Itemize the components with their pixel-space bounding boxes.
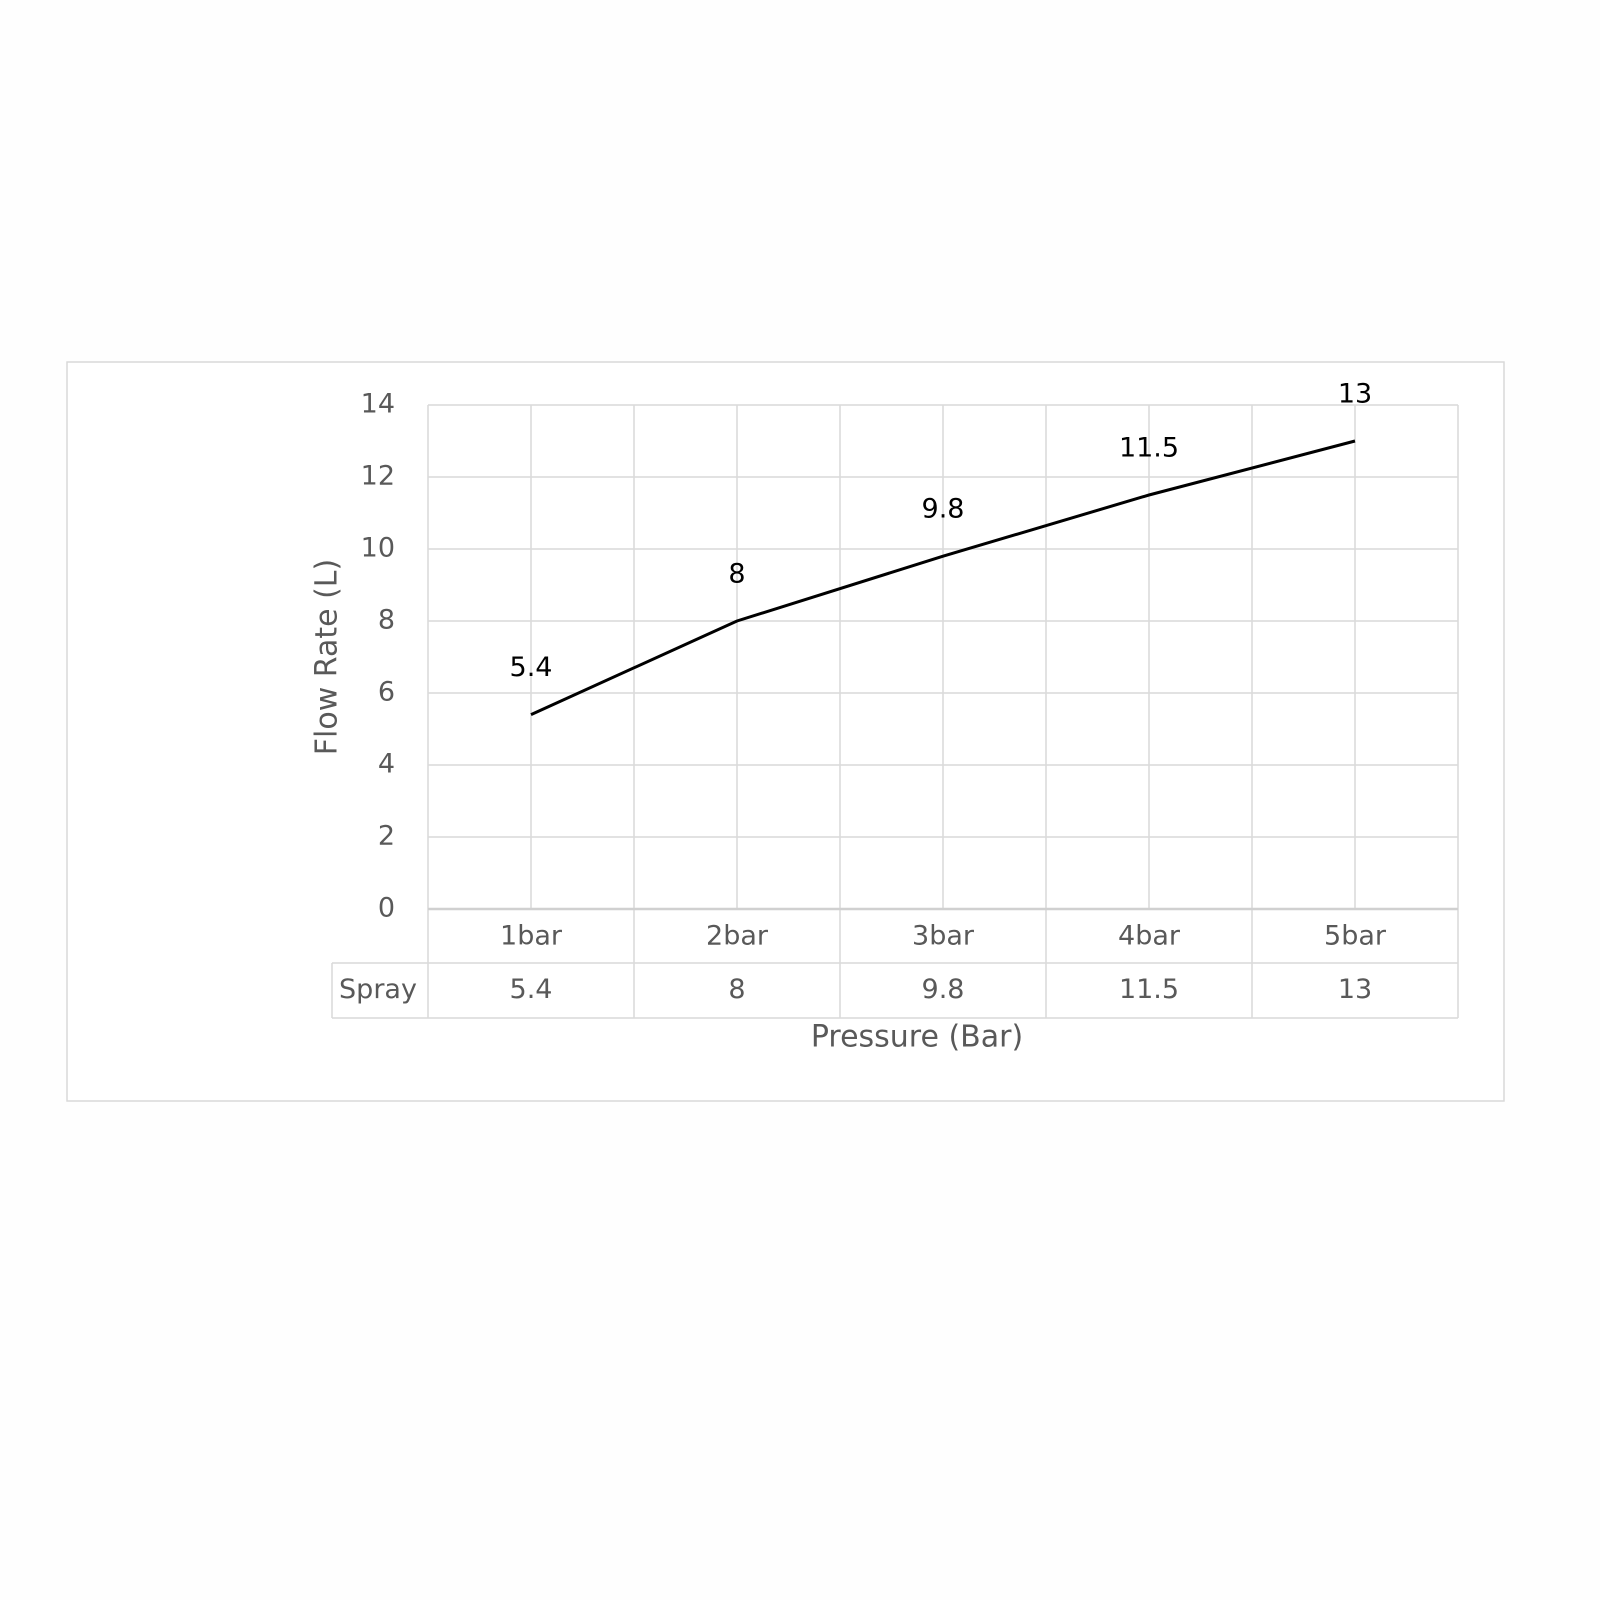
table-value: 11.5 (1119, 974, 1179, 1005)
y-tick-label: 6 (378, 677, 395, 708)
y-tick-label: 2 (378, 821, 395, 852)
table-value: 5.4 (510, 974, 553, 1005)
y-axis-label: Flow Rate (L) (310, 559, 345, 755)
data-label: 11.5 (1119, 433, 1179, 464)
table-value: 9.8 (922, 974, 965, 1005)
x-tick-label: 2bar (706, 921, 769, 952)
y-tick-label: 4 (378, 749, 395, 780)
table-series-name: Spray (339, 974, 417, 1005)
y-tick-label: 14 (361, 389, 395, 420)
y-tick-label: 0 (378, 893, 395, 924)
y-tick-label: 10 (361, 533, 395, 564)
data-label: 9.8 (922, 494, 965, 525)
chart-frame (66, 361, 1505, 1102)
line (530, 439, 1356, 716)
x-axis-label: Pressure (Bar) (811, 1020, 1023, 1055)
x-tick-label: 5bar (1324, 921, 1387, 952)
data-label: 13 (1338, 379, 1372, 410)
table-value: 13 (1338, 974, 1372, 1005)
x-tick-label: 3bar (912, 921, 975, 952)
y-tick-label: 8 (378, 605, 395, 636)
x-tick-label: 4bar (1118, 921, 1181, 952)
y-tick-label: 12 (361, 461, 395, 492)
data-label: 5.4 (510, 652, 553, 683)
table-value: 8 (728, 974, 745, 1005)
x-tick-label: 1bar (500, 921, 563, 952)
data-label: 8 (728, 559, 745, 590)
